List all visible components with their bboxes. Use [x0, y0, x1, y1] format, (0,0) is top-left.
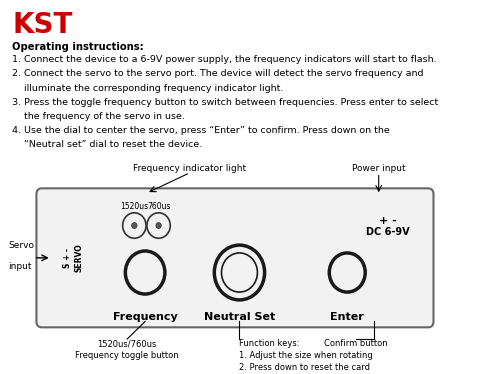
Text: Confirm button: Confirm button — [324, 339, 388, 348]
Text: 1520us/760us: 1520us/760us — [98, 339, 157, 348]
Text: 3. Press the toggle frequency button to switch between frequencies. Press enter : 3. Press the toggle frequency button to … — [12, 98, 438, 107]
Text: KST: KST — [12, 11, 72, 39]
Text: 1. Connect the device to a 6-9V power supply, the frequency indicators will star: 1. Connect the device to a 6-9V power su… — [12, 55, 437, 64]
Text: 1. Adjust the size when rotating: 1. Adjust the size when rotating — [240, 351, 373, 360]
Text: 2. Connect the servo to the servo port. The device will detect the servo frequen: 2. Connect the servo to the servo port. … — [12, 70, 424, 79]
Text: the frequency of the servo in use.: the frequency of the servo in use. — [12, 112, 185, 121]
Text: 4. Use the dial to center the servo, press “Enter” to confirm. Press down on the: 4. Use the dial to center the servo, pre… — [12, 126, 390, 135]
Text: Operating instructions:: Operating instructions: — [12, 43, 144, 52]
Text: Frequency indicator light: Frequency indicator light — [134, 164, 246, 173]
Text: Servo: Servo — [8, 241, 34, 250]
Text: 1520us: 1520us — [120, 202, 148, 211]
Text: 760us: 760us — [147, 202, 171, 211]
Text: 2. Press down to reset the card: 2. Press down to reset the card — [240, 362, 370, 371]
Text: Enter: Enter — [330, 312, 364, 322]
Text: Power input: Power input — [352, 164, 406, 173]
Text: Frequency: Frequency — [112, 312, 178, 322]
Circle shape — [132, 223, 137, 229]
Text: Frequency toggle button: Frequency toggle button — [76, 351, 179, 360]
Text: Function keys:: Function keys: — [240, 339, 300, 348]
Text: “Neutral set” dial to reset the device.: “Neutral set” dial to reset the device. — [12, 140, 202, 149]
Text: illuminate the corresponding frequency indicator light.: illuminate the corresponding frequency i… — [12, 84, 283, 93]
FancyBboxPatch shape — [36, 188, 434, 327]
Circle shape — [156, 223, 162, 229]
Text: + -: + - — [379, 216, 396, 226]
Text: DC 6-9V: DC 6-9V — [366, 227, 410, 237]
Text: Neutral Set: Neutral Set — [204, 312, 275, 322]
Text: input: input — [8, 262, 32, 271]
Text: S + -
SERVO: S + - SERVO — [63, 243, 84, 272]
